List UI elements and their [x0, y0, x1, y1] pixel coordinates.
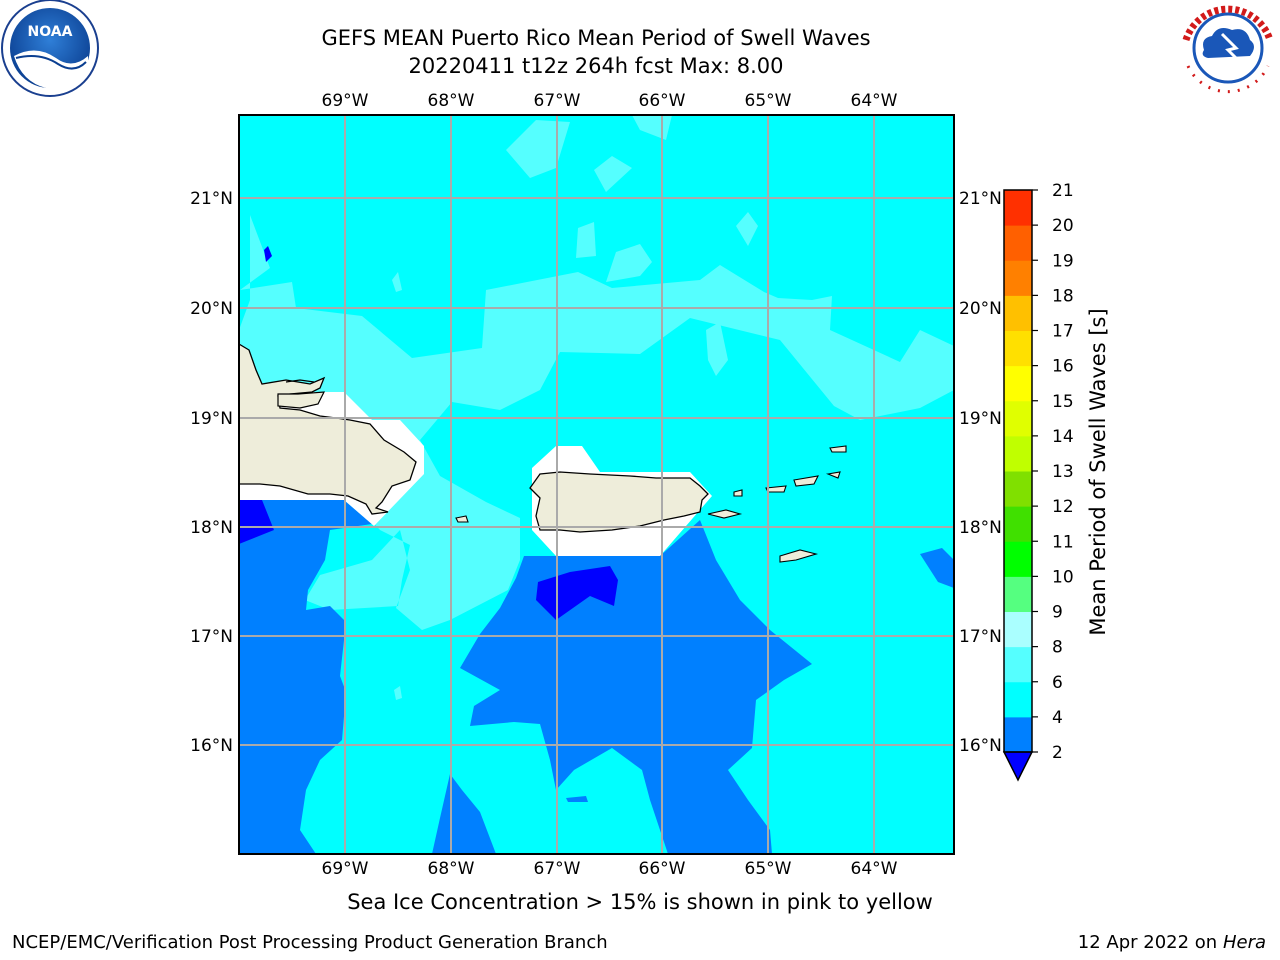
swell-band-2-4 [239, 500, 372, 854]
lat-tick-left: 19°N [190, 409, 233, 429]
colorbar-segment [1004, 471, 1032, 507]
lat-tick-left: 20°N [190, 299, 233, 319]
lon-tick-bottom: 66°W [639, 859, 686, 879]
lon-tick-top: 68°W [428, 91, 475, 111]
nws-logo [1180, 0, 1276, 96]
colorbar-tick-label: 9 [1052, 603, 1063, 623]
lat-tick-right: 17°N [959, 627, 1002, 647]
colorbar-segment [1004, 576, 1032, 612]
colorbar-tick-label: 8 [1052, 638, 1063, 658]
colorbar-tick-label: 11 [1052, 532, 1074, 552]
colorbar-tick-label: 13 [1052, 462, 1074, 482]
lat-tick-left: 16°N [190, 736, 233, 756]
colorbar: 2 4 6 8 9 10 11 12 13 14 15 16 17 18 19 20 21 [1002, 181, 1074, 782]
colorbar-segment [1004, 716, 1032, 753]
colorbar-tick-label: 15 [1052, 392, 1074, 412]
footer-host: Hera [1222, 932, 1266, 953]
lat-tick-right: 19°N [959, 409, 1002, 429]
lon-tick-bottom: 69°W [322, 859, 369, 879]
colorbar-tick-label: 18 [1052, 286, 1074, 306]
colorbar-segment [1004, 435, 1032, 472]
colorbar-segment [1004, 365, 1032, 402]
graticule [239, 115, 954, 854]
lon-tick-top: 67°W [534, 91, 581, 111]
lon-tick-bottom: 67°W [534, 859, 581, 879]
land-hispaniola [239, 343, 417, 515]
footer-left: NCEP/EMC/Verification Post Processing Pr… [12, 932, 608, 953]
colorbar-tick-label: 20 [1052, 216, 1074, 236]
colorbar-tick-label: 19 [1052, 251, 1074, 271]
lat-tick-right: 16°N [959, 736, 1002, 756]
colorbar-segment [1004, 400, 1032, 437]
lon-tick-top: 65°W [745, 91, 792, 111]
colorbar-tick-label: 12 [1052, 497, 1074, 517]
lon-tick-bottom: 64°W [851, 859, 898, 879]
map-plot [239, 115, 954, 854]
map-title: GEFS MEAN Puerto Rico Mean Period of Swe… [321, 26, 871, 50]
colorbar-segment [1004, 646, 1032, 683]
lat-tick-left: 17°N [190, 627, 233, 647]
svg-text:NOAA: NOAA [28, 24, 73, 40]
lat-tick-left: 21°N [190, 189, 233, 209]
land-puerto-rico [529, 471, 709, 533]
lat-tick-left: 18°N [190, 518, 233, 538]
footer-date: 12 Apr 2022 on [1077, 932, 1223, 953]
footer-right: 12 Apr 2022 on Hera [1078, 932, 1266, 953]
colorbar-segment [1004, 681, 1032, 718]
colorbar-tick-label: 4 [1052, 708, 1063, 728]
map-subtitle: 20220411 t12z 264h fcst Max: 8.00 [408, 54, 784, 78]
colorbar-segment [1004, 611, 1032, 648]
map-frame [238, 114, 955, 855]
colorbar-segment [1004, 260, 1032, 296]
noaa-logo: NOAA [1, 0, 99, 97]
colorbar-tick-label: 10 [1052, 567, 1074, 587]
colorbar-segment [1004, 225, 1032, 261]
colorbar-tick-label: 21 [1052, 181, 1074, 201]
sea-ice-note: Sea Ice Concentration > 15% is shown in … [347, 890, 933, 914]
lon-tick-top: 66°W [639, 91, 686, 111]
lon-tick-bottom: 65°W [745, 859, 792, 879]
lat-tick-right: 21°N [959, 189, 1002, 209]
colorbar-segment [1004, 190, 1032, 226]
swell-below-2 [239, 500, 274, 544]
lat-tick-right: 20°N [959, 299, 1002, 319]
colorbar-segment [1004, 506, 1032, 542]
lon-tick-top: 64°W [851, 91, 898, 111]
lat-tick-right: 18°N [959, 518, 1002, 538]
colorbar-tick-label: 17 [1052, 322, 1074, 342]
colorbar-tick-label: 2 [1052, 743, 1063, 763]
colorbar-label: Mean Period of Swell Waves [s] [1086, 308, 1110, 635]
lon-tick-bottom: 68°W [428, 859, 475, 879]
colorbar-tick-label: 16 [1052, 357, 1074, 377]
colorbar-tick-label: 6 [1052, 673, 1063, 693]
colorbar-segment [1004, 295, 1032, 331]
colorbar-segment [1004, 330, 1032, 367]
colorbar-under-triangle [1002, 751, 1034, 782]
colorbar-segment [1004, 541, 1032, 577]
lon-tick-top: 69°W [322, 91, 369, 111]
colorbar-tick-label: 14 [1052, 427, 1074, 447]
